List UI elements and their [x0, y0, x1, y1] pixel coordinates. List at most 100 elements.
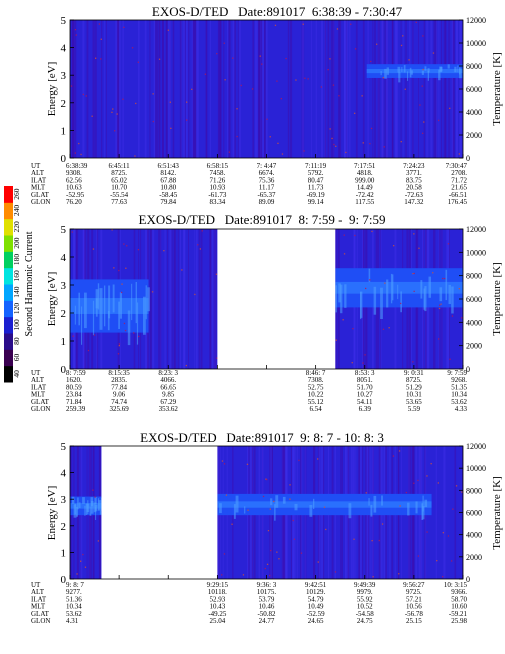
noise-stripe — [287, 20, 290, 158]
speckle-point — [345, 151, 347, 154]
param-value: 6674. — [259, 169, 275, 177]
noise-stripe — [443, 446, 446, 579]
noise-stripe — [173, 20, 175, 158]
param-value: 176.45 — [448, 198, 468, 206]
noise-stripe — [302, 20, 304, 158]
speckle-point — [133, 332, 135, 334]
emission-band-streak — [373, 286, 377, 315]
emission-band-streak — [415, 501, 418, 514]
param-value: 9:42:51 — [305, 581, 327, 589]
param-value: 259.39 — [66, 405, 86, 413]
speckle-point — [135, 102, 137, 105]
y-tick-label: 5 — [61, 224, 67, 236]
right-tick-label: 2000 — [466, 342, 482, 351]
speckle-point — [343, 234, 345, 236]
param-value: 79.84 — [160, 198, 176, 206]
param-value: 74.74 — [111, 398, 127, 406]
speckle-point — [393, 245, 395, 247]
speckle-point — [269, 136, 271, 138]
speckle-point — [417, 555, 419, 557]
right-tick-label: 4000 — [466, 108, 482, 117]
emission-band-streak — [282, 496, 286, 504]
speckle-point — [197, 244, 199, 246]
panel-1-right-axis-label: Temperature [K] — [491, 52, 503, 125]
noise-stripe — [339, 20, 342, 158]
param-row-label: GLON — [31, 198, 50, 206]
speckle-point — [382, 328, 385, 330]
noise-stripe — [164, 229, 166, 369]
noise-stripe — [200, 229, 203, 369]
speckle-point — [122, 98, 124, 100]
param-row-label: GLON — [31, 617, 50, 625]
emission-band-streak — [440, 66, 443, 72]
panel-1-y-axis-label: Energy [eV] — [46, 62, 58, 116]
noise-stripe — [454, 446, 457, 579]
right-tick-label: 12000 — [466, 225, 486, 234]
right-tick-label: 6000 — [466, 295, 482, 304]
noise-stripe — [256, 20, 258, 158]
noise-stripe — [426, 20, 427, 158]
noise-stripe — [209, 20, 211, 158]
panel-2-title: EXOS-D/TED Date:891017 8: 7:59 - 9: 7:59 — [139, 212, 386, 227]
speckle-point — [163, 250, 165, 252]
colorbar-swatch — [4, 251, 13, 269]
noise-stripe — [213, 229, 215, 369]
speckle-point — [125, 267, 127, 269]
noise-stripe — [408, 20, 411, 158]
noise-stripe — [174, 229, 177, 369]
colorbar-tick-label: 220 — [12, 221, 21, 233]
param-value: 75.36 — [259, 176, 275, 184]
speckle-point — [413, 272, 415, 275]
speckle-point — [167, 29, 169, 31]
noise-stripe — [196, 20, 198, 158]
param-value: 9:49:39 — [354, 581, 376, 589]
noise-stripe — [137, 20, 140, 158]
right-tick-label: 8000 — [466, 62, 482, 71]
emission-band-streak — [95, 507, 97, 520]
noise-stripe — [405, 20, 407, 158]
speckle-point — [415, 21, 417, 23]
noise-stripe — [345, 20, 347, 158]
param-value: 53.62 — [66, 610, 82, 618]
param-value: 67.88 — [160, 176, 176, 184]
y-tick-label: 5 — [61, 441, 67, 453]
noise-stripe — [346, 20, 349, 158]
speckle-point — [350, 23, 352, 25]
emission-band-core — [217, 501, 432, 508]
speckle-point — [232, 57, 234, 59]
right-tick-label: 12000 — [466, 16, 486, 25]
param-value: 51.35 — [451, 383, 467, 391]
speckle-point — [302, 23, 304, 25]
speckle-point — [298, 459, 300, 462]
noise-stripe — [402, 20, 404, 158]
param-value: 9:29:15 — [207, 581, 229, 589]
emission-band-streak — [390, 273, 393, 304]
emission-band-streak — [294, 503, 298, 511]
param-value: 80.47 — [308, 176, 324, 184]
noise-stripe — [196, 229, 198, 369]
colorbar-swatch — [4, 300, 13, 318]
param-value: 10.46 — [259, 603, 275, 611]
speckle-point — [289, 484, 291, 486]
param-value: 53.79 — [259, 595, 275, 603]
speckle-point — [418, 247, 420, 249]
y-tick-label: 2 — [61, 521, 67, 533]
speckle-point — [80, 153, 82, 156]
colorbar-swatch — [4, 349, 13, 367]
param-value: -54.58 — [356, 610, 375, 618]
speckle-point — [113, 267, 115, 269]
param-value: 10: 3:15 — [444, 581, 468, 589]
emission-band-streak — [94, 497, 97, 505]
noise-stripe — [433, 20, 436, 158]
emission-band-streak — [136, 302, 139, 345]
emission-band-streak — [407, 71, 409, 81]
noise-stripe — [427, 20, 429, 158]
noise-stripe — [106, 20, 107, 158]
param-value: -56.78 — [405, 610, 424, 618]
param-value: 325.69 — [110, 405, 130, 413]
param-value: 8:46: 7 — [306, 369, 326, 377]
noise-stripe — [311, 20, 312, 158]
right-tick-label: 10000 — [466, 39, 486, 48]
param-value: 80.59 — [66, 383, 82, 391]
param-value: 9: 8: 7 — [66, 581, 84, 589]
